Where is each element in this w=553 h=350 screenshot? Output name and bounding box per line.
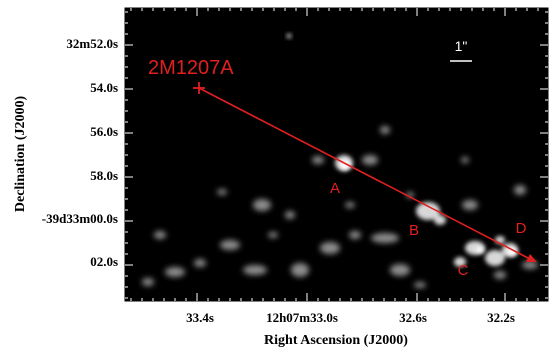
dec-tick-label: 56.0s bbox=[90, 124, 118, 139]
source-label-a: A bbox=[330, 180, 340, 197]
ra-tick-label: 32.6s bbox=[399, 310, 427, 325]
dec-tick-label: -39d33m00.0s bbox=[42, 211, 118, 226]
axis-ticks bbox=[125, 8, 548, 301]
proper-motion-arrow bbox=[193, 82, 537, 262]
dec-tick-label: 32m52.0s bbox=[66, 36, 118, 51]
source-label-c: C bbox=[458, 262, 469, 279]
dec-tick-label: 02.0s bbox=[90, 254, 118, 269]
x-axis-title: Right Ascension (J2000) bbox=[264, 333, 408, 348]
scale-bar-label: 1" bbox=[455, 38, 468, 54]
ra-tick-label: 33.4s bbox=[186, 310, 214, 325]
ra-tick-label: 12h07m33.0s bbox=[266, 310, 338, 325]
dec-tick-label: 54.0s bbox=[90, 80, 118, 95]
image-panel bbox=[125, 8, 548, 301]
y-tick-labels: 32m52.0s 54.0s 56.0s 58.0s -39d33m00.0s … bbox=[42, 36, 118, 269]
emission-features bbox=[142, 33, 538, 288]
ra-tick-label: 32.2s bbox=[487, 310, 515, 325]
x-tick-labels: 33.4s 12h07m33.0s 32.6s 32.2s bbox=[186, 310, 515, 325]
scale-bar: 1" bbox=[450, 38, 472, 62]
source-label-b: B bbox=[409, 222, 419, 239]
y-axis-title: Declination (J2000) bbox=[13, 96, 28, 213]
target-label: 2M1207A bbox=[148, 57, 234, 79]
dec-tick-label: 58.0s bbox=[90, 168, 118, 183]
source-label-d: D bbox=[516, 220, 527, 237]
